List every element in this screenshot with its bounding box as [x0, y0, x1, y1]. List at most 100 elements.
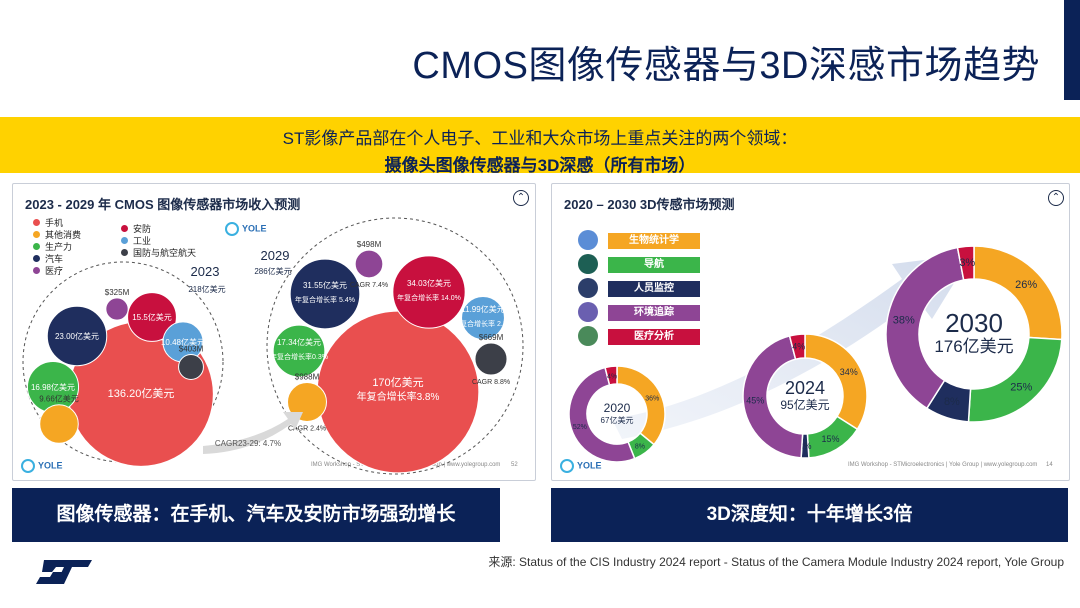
caption-left: 图像传感器：在手机、汽车及安防市场强劲增长 [12, 488, 500, 542]
cmos-legend-col-1: 手机 其他消费 生产力 汽车 医疗 [33, 217, 81, 277]
navigation-avatar-icon [578, 254, 598, 274]
biometrics-avatar-icon [578, 230, 598, 250]
bubble-国防与航空航天 [474, 342, 508, 376]
group-year-label: 2029 [261, 248, 290, 263]
bubble-其他消费 [39, 404, 79, 444]
cmos-legend-col-2: 安防 工业 国防与航空航天 [121, 223, 196, 259]
bubble-cagr-label: 年复合增长率3.8% [357, 390, 440, 403]
cmos-bubble-chart: 2023 218亿美元 136.20亿美元 23.00亿美元 16.98亿美元 15.5亿… [22, 217, 524, 475]
bubble-value-label: 170亿美元 [372, 376, 423, 389]
3d-footer-note: IMG Workshop - STMicroelectronics | Yole… [848, 462, 1038, 468]
caption-right: 3D深度知：十年增长3倍 [551, 488, 1068, 542]
donut-slice-医疗分析 [956, 245, 975, 281]
banner-line-2: 摄像头图像传感器与3D深感（所有市场） [384, 156, 696, 175]
bubble-医疗 [354, 249, 384, 279]
bubble-cagr-label: 年复合增长率 2.3% [453, 319, 513, 328]
group-outline [266, 217, 524, 475]
bubble-value-label: 10.48亿美元 [161, 337, 205, 347]
people-monitoring-avatar-icon [578, 278, 598, 298]
bubble-其他消费 [287, 382, 327, 422]
cmos-page-number: 52 [511, 462, 518, 468]
app-label-medical-analysis: 医疗分析 [608, 329, 700, 345]
donut-percent-label: 34% [840, 367, 858, 377]
legend-item: 生产力 [33, 241, 81, 253]
donut-percent-label: 38% [893, 315, 915, 327]
bubble-cagr-label: CAGR 7.4% [350, 282, 388, 289]
bubble-生产力 [272, 324, 326, 378]
donut-year-label: 2024 [785, 378, 825, 398]
bubble-安防 [392, 255, 466, 329]
bubble-value-label: 17.34亿美元 [277, 337, 321, 347]
app-label-navigation: 导航 [608, 257, 700, 273]
legend-item: 国防与航空航天 [121, 247, 196, 259]
donut-slice-生物统计学 [804, 333, 868, 431]
bubble-value-label: 15.5亿美元 [132, 312, 172, 322]
donut-percent-label: 45% [746, 396, 764, 406]
donut-slice-环境追踪 [742, 335, 804, 459]
yellow-banner: ST影像产品部在个人电子、工业和大众市场上重点关注的两个领域： 摄像头图像传感器… [0, 117, 1080, 175]
bubble-value-label: 31.55亿美元 [303, 280, 347, 290]
chevron-up-icon[interactable]: ⌃ [513, 190, 529, 206]
bubble-医疗 [105, 297, 129, 321]
group-year-label: 2023 [191, 264, 220, 279]
bubble-value-label: $498M [357, 240, 382, 249]
bubble-value-label: 11.99亿美元 [461, 304, 504, 314]
growth-arrow [612, 254, 972, 439]
bubble-cagr-label: 年复合增长率0.3% [270, 352, 328, 361]
donut-percent-label: 2% [798, 441, 811, 451]
legend-item: 手机 [33, 217, 81, 229]
legend-item: 其他消费 [33, 229, 81, 241]
donut-total-label: 95亿美元 [780, 397, 829, 412]
donut-year-label: 2020 [604, 401, 631, 415]
donut-percent-label: 15% [821, 434, 839, 444]
donut-percent-label: 3% [959, 257, 975, 269]
app-label-people-monitoring: 人员监控 [608, 281, 700, 297]
legend-item: 工业 [121, 235, 196, 247]
st-logo-icon [36, 560, 92, 584]
chevron-up-icon[interactable]: ⌃ [1048, 190, 1064, 206]
legend-item: 医疗 [33, 265, 81, 277]
app-label-environment-tracking: 环境追踪 [608, 305, 700, 321]
cmos-chart-panel: 2023 - 2029 年 CMOS 图像传感器市场收入预测 ⌃ 手机 其他消费… [12, 183, 536, 481]
bubble-工业 [461, 296, 505, 340]
bubble-cagr-label: 年复合增长率 5.4% [295, 295, 355, 304]
environment-tracking-avatar-icon [578, 302, 598, 322]
bubble-value-label: $325M [105, 288, 130, 297]
bubble-value-label: 9.66亿美元 [39, 394, 79, 404]
3d-page-number: 14 [1046, 462, 1053, 468]
bubble-国防与航空航天 [178, 354, 204, 380]
bubble-value-label: 16.98亿美元 [31, 382, 75, 392]
group-total-label: 218亿美元 [188, 284, 225, 294]
donut-percent-label: 8% [635, 444, 645, 451]
donut-slice-环境追踪 [568, 366, 636, 463]
donut-percent-label: 8% [944, 396, 960, 408]
bubble-cagr-label: 年复合增长率 14.0% [397, 293, 461, 302]
bubble-value-label: 136.20亿美元 [108, 387, 175, 400]
3d-sensing-chart-panel: 2020 – 2030 3D传感市场预测 ⌃ YOLE IMG Workshop… [551, 183, 1070, 481]
medical-analysis-avatar-icon [578, 326, 598, 346]
donut-percent-label: 36% [645, 395, 659, 402]
group-total-label: 286亿美元 [254, 266, 291, 276]
banner-line-1: ST影像产品部在个人电子、工业和大众市场上重点关注的两个领域： [282, 129, 798, 148]
donut-slice-环境追踪 [885, 246, 965, 410]
yole-logo-bottom: YOLE [560, 459, 602, 473]
donut-percent-label: 25% [1010, 382, 1032, 394]
bubble-安防 [127, 292, 177, 342]
donut-total-label: 176亿美元 [934, 337, 1013, 356]
bubble-cagr-label: CAGR 2.4% [288, 425, 326, 432]
bubble-value-label: 23.00亿美元 [55, 331, 99, 341]
growth-arrow [203, 412, 303, 454]
bubble-value-label: $669M [479, 333, 504, 342]
app-label-biometrics: 生物统计学 [608, 233, 700, 249]
bubble-value-label: 34.03亿美元 [407, 278, 451, 288]
donut-percent-label: 4% [792, 341, 805, 351]
legend-item: 安防 [121, 223, 196, 235]
bubble-cagr-label: CAGR 8.8% [472, 379, 510, 386]
source-note: 来源: Status of the CIS Industry 2024 repo… [488, 555, 1064, 569]
3d-chart-title: 2020 – 2030 3D传感市场预测 [564, 197, 735, 212]
donut-percent-label: 26% [1015, 279, 1037, 291]
bubble-汽车 [46, 305, 108, 367]
bubble-value-label: $988M [295, 373, 320, 382]
yole-logo-bottom: YOLE [21, 459, 63, 473]
